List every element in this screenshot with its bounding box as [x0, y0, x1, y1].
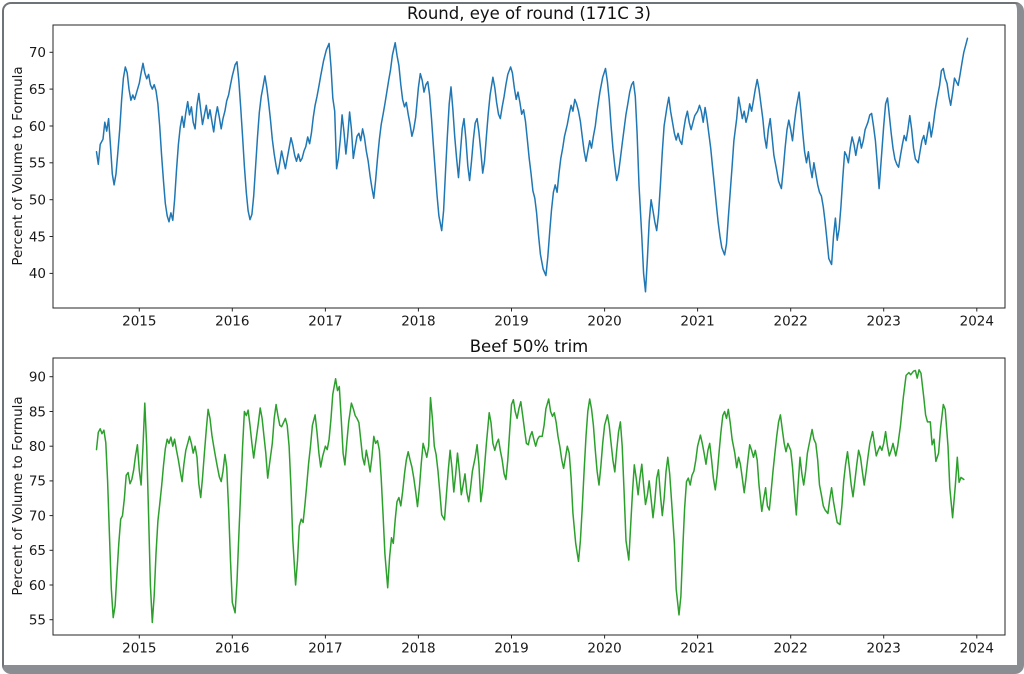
svg-text:70: 70: [29, 508, 46, 524]
svg-text:70: 70: [29, 45, 46, 61]
svg-text:2018: 2018: [401, 641, 435, 657]
svg-text:40: 40: [29, 266, 46, 282]
svg-text:2024: 2024: [960, 641, 994, 657]
svg-text:2021: 2021: [680, 314, 714, 330]
svg-text:55: 55: [29, 156, 46, 172]
svg-text:2017: 2017: [308, 314, 342, 330]
svg-text:2016: 2016: [215, 641, 249, 657]
svg-text:2022: 2022: [774, 314, 808, 330]
svg-text:2023: 2023: [867, 314, 901, 330]
svg-text:65: 65: [29, 543, 46, 559]
svg-text:2015: 2015: [122, 314, 156, 330]
svg-text:45: 45: [29, 229, 46, 245]
svg-text:75: 75: [29, 474, 46, 490]
chart-title-top: Round, eye of round (171C 3): [407, 4, 651, 23]
svg-text:2020: 2020: [587, 641, 621, 657]
svg-text:2018: 2018: [401, 314, 435, 330]
svg-text:60: 60: [29, 119, 46, 135]
y-axis-label-bottom: Percent of Volume to Formula: [10, 396, 26, 596]
svg-text:90: 90: [29, 370, 46, 386]
svg-text:2024: 2024: [960, 314, 994, 330]
svg-text:2021: 2021: [680, 641, 714, 657]
chart-title-bottom: Beef 50% trim: [469, 337, 589, 356]
svg-text:2020: 2020: [587, 314, 621, 330]
svg-text:60: 60: [29, 578, 46, 594]
svg-text:55: 55: [29, 613, 46, 629]
svg-text:85: 85: [29, 404, 46, 420]
svg-text:2017: 2017: [308, 641, 342, 657]
svg-text:2015: 2015: [122, 641, 156, 657]
svg-text:2019: 2019: [494, 314, 528, 330]
svg-text:65: 65: [29, 82, 46, 98]
svg-text:2019: 2019: [494, 641, 528, 657]
svg-text:80: 80: [29, 439, 46, 455]
svg-text:2016: 2016: [215, 314, 249, 330]
svg-text:2023: 2023: [867, 641, 901, 657]
svg-text:2022: 2022: [774, 641, 808, 657]
y-axis-label-top: Percent of Volume to Formula: [10, 66, 26, 266]
svg-text:50: 50: [29, 193, 46, 209]
